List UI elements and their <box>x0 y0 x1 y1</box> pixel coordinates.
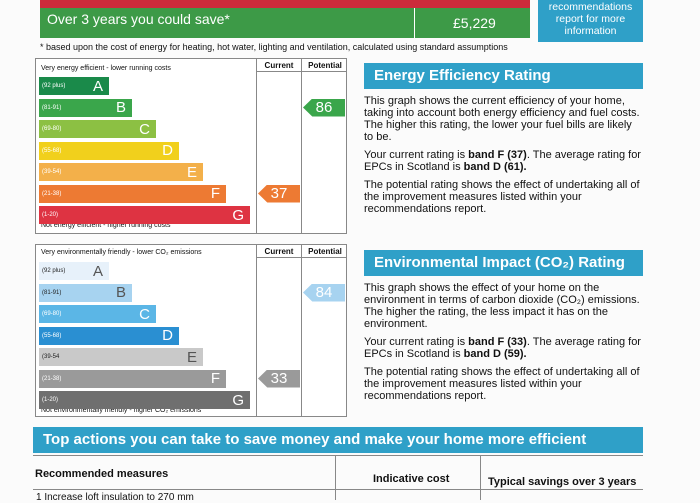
band-letter: A <box>92 262 103 280</box>
band-letter: F <box>210 185 220 202</box>
rating-band-d: (55-68) D <box>39 141 179 160</box>
band-letter: G <box>232 206 244 224</box>
potential-rating-arrow: 86 <box>303 98 345 117</box>
band-range: (1-20) <box>42 212 59 218</box>
rating-band-e: (39-54) E <box>39 163 203 181</box>
savings-footnote: * based upon the cost of energy for heat… <box>40 42 508 52</box>
current-rating-arrow: 33 <box>258 369 300 388</box>
band-range: (55-68) <box>42 147 62 154</box>
band-letter: E <box>186 163 197 181</box>
band-range: (21-38) <box>42 375 62 382</box>
band-range: (1-20) <box>42 397 59 403</box>
band-range: (69-80) <box>42 126 62 132</box>
band-range: (21-38) <box>42 190 62 197</box>
band-letter: C <box>139 305 150 323</box>
environmental-impact-graph: Current Potential Very environmentally f… <box>35 244 347 417</box>
band-letter: E <box>186 348 197 366</box>
rating-band-b: (81-91) B <box>39 283 132 302</box>
col-indicative-cost: Indicative cost <box>373 473 450 485</box>
measure-row-1: 1 Increase loft insulation to 270 mm <box>36 492 194 503</box>
band-letter: B <box>115 99 126 116</box>
band-letter: A <box>92 77 103 95</box>
co2-para-3: The potential rating shows the effect of… <box>364 366 640 402</box>
rating-band-a: (92 plus) A <box>39 262 109 280</box>
energy-efficiency-graph: Current Potential Very energy efficient … <box>35 58 347 234</box>
band-letter: G <box>232 391 244 409</box>
rating-band-f: (21-38) F <box>39 369 226 388</box>
band-letter: F <box>210 370 220 387</box>
current-header: Current <box>264 247 294 256</box>
band-range: (39-54) <box>42 169 62 175</box>
col-recommended-measures: Recommended measures <box>35 468 169 480</box>
energy-rating-title: Energy Efficiency Rating <box>364 63 643 89</box>
band-letter: D <box>162 327 173 344</box>
band-range: (39-54 <box>42 354 60 360</box>
band-range: (55-68) <box>42 332 62 339</box>
potential-header: Potential <box>308 61 342 70</box>
potential-header: Potential <box>308 247 342 256</box>
savings-value: £5,229 <box>415 8 530 38</box>
band-range: (69-80) <box>42 311 62 317</box>
graph-bottom-text: Not energy efficient - higher running co… <box>41 222 171 229</box>
savings-label: Over 3 years you could save* <box>40 8 415 38</box>
rating-band-g: (1-20) G <box>39 391 250 409</box>
graph-bottom-text: Not environmentally friendly - higher CO… <box>41 407 202 414</box>
top-actions-title: Top actions you can take to save money a… <box>33 427 643 453</box>
rating-band-g: (1-20) G <box>39 206 250 224</box>
band-letter: D <box>162 142 173 159</box>
co2-rating-title: Environmental Impact (CO₂) Rating <box>364 250 643 276</box>
energy-para-1: This graph shows the current efficiency … <box>364 95 640 143</box>
rating-band-f: (21-38) F <box>39 184 226 203</box>
band-range: (81-91) <box>42 289 62 296</box>
co2-para-2: Your current rating is band F (33). The … <box>364 336 641 360</box>
measures-table-header: Recommended measures Indicative cost Typ… <box>33 455 643 495</box>
rating-band-b: (81-91) B <box>39 98 132 117</box>
current-rating-arrow: 37 <box>258 184 300 203</box>
table-divider <box>33 489 643 490</box>
potential-rating-arrow: 84 <box>303 283 345 302</box>
current-header: Current <box>264 61 294 70</box>
band-range: (92 plus) <box>42 83 66 89</box>
col-typical-savings: Typical savings over 3 years <box>488 476 637 488</box>
rating-band-c: (69-80) C <box>39 305 156 323</box>
graph-top-text: Very environmentally friendly - lower CO… <box>41 249 202 256</box>
energy-rating-text: This graph shows the current efficiency … <box>364 95 644 221</box>
energy-para-2: Your current rating is band F (37). The … <box>364 149 641 173</box>
band-letter: B <box>115 284 126 301</box>
rating-band-a: (92 plus) A <box>39 77 109 95</box>
rating-band-e: (39-54 E <box>39 348 203 366</box>
band-letter: C <box>139 120 150 138</box>
recommendations-note: recommendations report for more informat… <box>538 0 643 42</box>
energy-para-3: The potential rating shows the effect of… <box>364 179 640 215</box>
rating-band-c: (69-80) C <box>39 120 156 138</box>
graph-top-text: Very energy efficient - lower running co… <box>41 65 171 72</box>
rating-band-d: (55-68) D <box>39 326 179 345</box>
savings-row: Over 3 years you could save* £5,229 <box>40 8 530 38</box>
band-range: (92 plus) <box>42 268 66 274</box>
band-range: (81-91) <box>42 104 62 111</box>
co2-rating-text: This graph shows the effect of your home… <box>364 282 644 408</box>
co2-para-1: This graph shows the effect of your home… <box>364 282 640 330</box>
previous-row-strip <box>40 0 530 8</box>
